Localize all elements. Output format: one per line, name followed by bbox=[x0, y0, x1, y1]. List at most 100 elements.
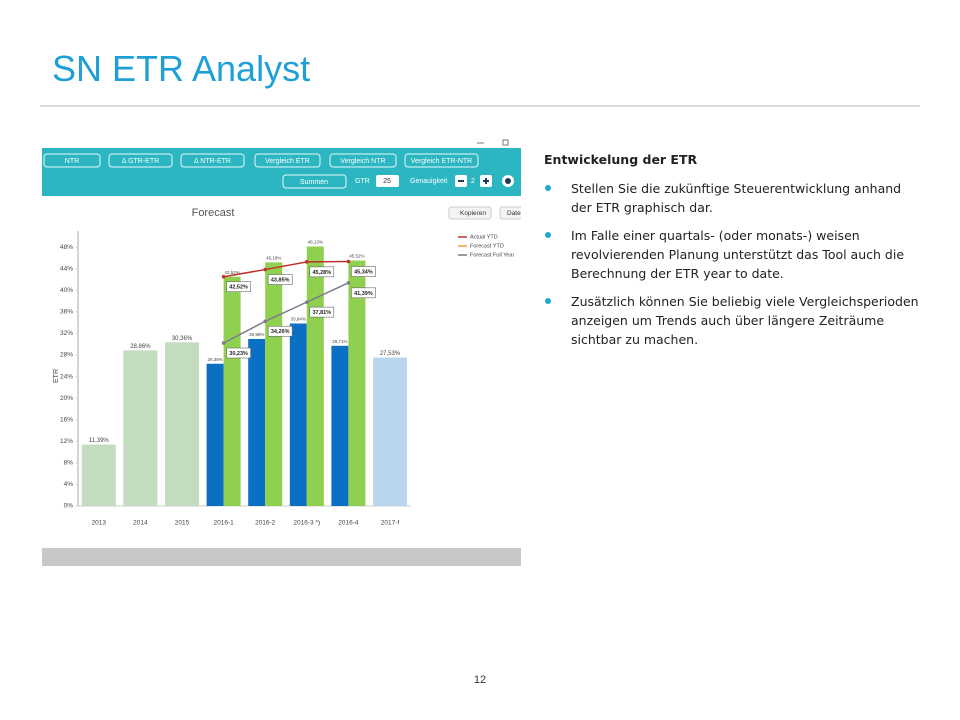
bar bbox=[123, 350, 158, 506]
x-tick-label: 2016-3 *) bbox=[293, 520, 320, 527]
toolbar-button[interactable] bbox=[43, 153, 101, 168]
data-label: 45,34% bbox=[354, 269, 373, 275]
data-label: 45,28% bbox=[312, 270, 331, 276]
data-label-box bbox=[267, 274, 293, 285]
y-tick-label: 12% bbox=[60, 438, 73, 445]
slide-title: SN ETR Analyst bbox=[52, 48, 311, 89]
data-label-box bbox=[309, 306, 335, 318]
screenshot: NTR Δ GTR-ETR Δ NTR-ETR Vergleich ETR Vergle… bbox=[42, 138, 540, 566]
y-tick-label: 24% bbox=[60, 373, 73, 380]
bullet-list: Stellen Sie die zukünftige Steuerentwick… bbox=[544, 179, 919, 349]
bar bbox=[265, 262, 283, 506]
y-tick-label: 8% bbox=[64, 460, 74, 467]
data-label: 28,86% bbox=[130, 344, 151, 350]
data-label-box bbox=[226, 281, 251, 293]
line-series bbox=[223, 260, 349, 278]
legend-label: Forecast YTD bbox=[470, 243, 504, 249]
line-point bbox=[346, 281, 351, 285]
summen-button[interactable] bbox=[282, 174, 347, 189]
data-label: 30,98% bbox=[249, 332, 264, 337]
bullet: Zusätzlich können Sie beliebig viele Ver… bbox=[544, 292, 919, 349]
bar bbox=[331, 345, 349, 506]
chart-title: Forecast bbox=[192, 207, 235, 219]
toolbar-button-label: NTR bbox=[65, 158, 79, 165]
data-label: 26,38% bbox=[207, 357, 222, 362]
bar bbox=[348, 260, 366, 506]
bar bbox=[81, 444, 116, 506]
data-label: 42,52% bbox=[229, 285, 248, 291]
y-tick-label: 48% bbox=[60, 244, 73, 251]
page-number: 12 bbox=[473, 674, 487, 686]
daten-label: Dater bbox=[507, 210, 524, 217]
x-tick-label: 2016-2 bbox=[255, 520, 276, 527]
toolbar-button-label: Δ GTR-ETR bbox=[122, 158, 159, 165]
bar bbox=[206, 363, 224, 506]
genauigkeit-label: Genauigkeit bbox=[410, 178, 447, 185]
gtr-label: GTR bbox=[355, 178, 370, 185]
x-tick-label: 2015 bbox=[175, 520, 190, 527]
y-tick-label: 32% bbox=[60, 330, 73, 337]
data-label: 27,53% bbox=[380, 351, 401, 357]
data-label-box bbox=[351, 287, 376, 299]
plus-icon bbox=[483, 178, 489, 184]
data-label: 42,52% bbox=[224, 270, 239, 275]
toolbar-button-label: Δ NTR-ETR bbox=[194, 158, 231, 165]
data-label: 11,39% bbox=[89, 438, 110, 444]
kopieren-button[interactable] bbox=[448, 206, 492, 220]
y-axis-label: ETR bbox=[53, 369, 60, 383]
status-bar bbox=[42, 548, 521, 566]
panel-heading: Entwickelung der ETR bbox=[544, 152, 698, 167]
bullet: Im Falle einer quartals- (oder monats-) … bbox=[544, 226, 919, 283]
data-label: 37,81% bbox=[312, 310, 331, 316]
bar bbox=[373, 357, 407, 506]
data-label: 29,71% bbox=[332, 339, 347, 344]
info-icon bbox=[505, 178, 511, 184]
data-label: 30,23% bbox=[229, 351, 248, 357]
x-tick-label: 2013 bbox=[92, 520, 107, 527]
line-point bbox=[346, 259, 351, 264]
data-label: 48,13% bbox=[308, 240, 323, 245]
y-tick-label: 28% bbox=[60, 352, 73, 359]
line-series bbox=[223, 282, 349, 344]
y-tick-label: 16% bbox=[60, 416, 73, 423]
toolbar-button[interactable] bbox=[404, 153, 479, 168]
summen-label: Summen bbox=[300, 179, 328, 186]
text-panel: Entwickelung der ETR Stellen Sie die zuk… bbox=[544, 150, 919, 358]
line-point bbox=[305, 260, 309, 264]
data-label-box bbox=[267, 325, 293, 337]
x-tick-label: 2014 bbox=[133, 520, 148, 527]
toolbar-button[interactable] bbox=[329, 153, 397, 168]
data-label-box bbox=[309, 266, 335, 278]
data-label: 33,84% bbox=[291, 317, 306, 322]
y-tick-label: 0% bbox=[64, 503, 74, 510]
line-point bbox=[221, 274, 226, 279]
data-label: 45,52% bbox=[349, 254, 364, 259]
data-label: 41,39% bbox=[354, 291, 373, 297]
kopieren-label: Kopieren bbox=[460, 210, 486, 217]
toolbar-button-label: Vergleich ETR bbox=[265, 158, 310, 165]
legend-label: Actual YTD bbox=[470, 234, 498, 240]
gtr-input[interactable] bbox=[376, 175, 399, 187]
toolbar-button[interactable] bbox=[180, 153, 245, 168]
legend-label: Forecast Full Year bbox=[470, 252, 514, 258]
bar bbox=[223, 276, 241, 506]
restore-icon bbox=[502, 139, 509, 146]
bar bbox=[306, 246, 324, 506]
data-label-box bbox=[351, 266, 376, 277]
data-label: 34,26% bbox=[271, 329, 290, 335]
genauigkeit-value: 2 bbox=[471, 178, 475, 185]
y-tick-label: 40% bbox=[60, 287, 73, 294]
x-tick-label: 2017-f bbox=[381, 520, 400, 527]
line-point bbox=[263, 319, 268, 324]
toolbar-button[interactable] bbox=[254, 153, 321, 168]
toolbar-button-label: Vergleich ETR-NTR bbox=[411, 158, 472, 165]
bar bbox=[165, 342, 199, 506]
daten-button[interactable] bbox=[499, 206, 540, 220]
y-tick-label: 20% bbox=[60, 395, 73, 402]
y-tick-label: 36% bbox=[60, 309, 73, 316]
toolbar-button[interactable] bbox=[108, 153, 173, 168]
data-label-box bbox=[226, 347, 251, 359]
data-label: 43,85% bbox=[271, 278, 290, 284]
